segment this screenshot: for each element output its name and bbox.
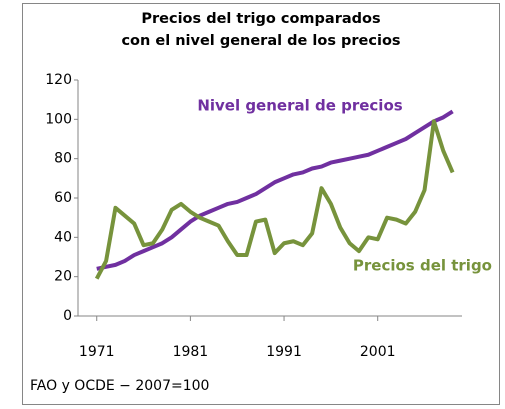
y-tick-label: 0: [63, 308, 72, 324]
y-tick-label: 120: [45, 72, 72, 88]
series-label: Nivel general de precios: [197, 97, 402, 115]
series-line: [96, 109, 454, 271]
y-tick-label: 60: [54, 190, 72, 206]
y-tick-label: 80: [54, 151, 72, 167]
x-tick-label: 1981: [173, 344, 209, 360]
chart-title: Precios del trigo comparados: [141, 11, 380, 27]
series-label: Precios del trigo: [353, 257, 492, 275]
x-tick-label: 1971: [79, 344, 115, 360]
series-line: [94, 119, 455, 280]
y-tick-label: 40: [54, 229, 72, 245]
source-note: FAO y OCDE − 2007=100: [30, 378, 209, 394]
chart-title: con el nivel general de los precios: [121, 33, 400, 49]
y-tick-label: 100: [45, 111, 72, 127]
x-tick-label: 1991: [266, 344, 302, 360]
y-tick-label: 20: [54, 269, 72, 285]
x-tick-label: 2001: [360, 344, 396, 360]
